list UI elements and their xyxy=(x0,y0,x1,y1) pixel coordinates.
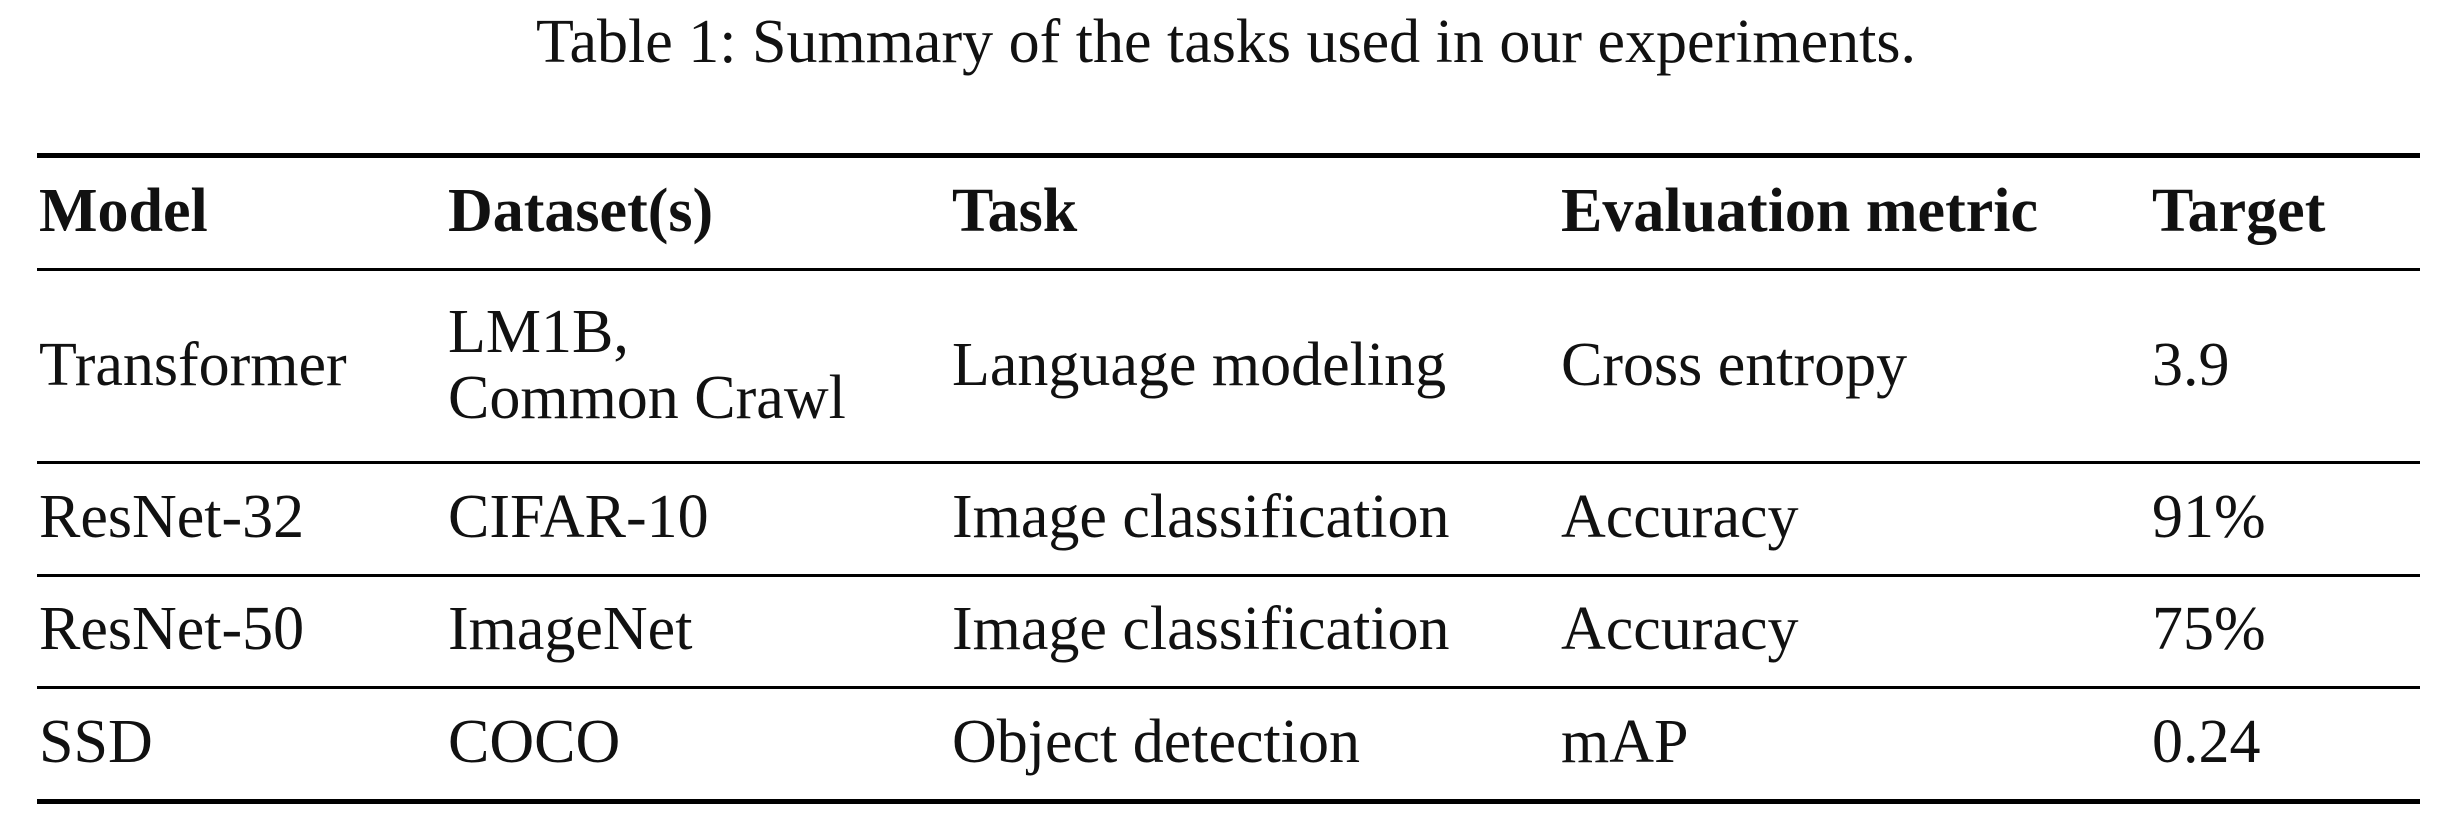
row-rule xyxy=(37,686,2420,689)
cell-model: Transformer xyxy=(39,331,347,399)
header-target: Target xyxy=(2152,177,2326,245)
bottom-rule xyxy=(37,799,2420,804)
header-rule xyxy=(37,268,2420,271)
table-caption: Table 1: Summary of the tasks used in ou… xyxy=(535,8,1917,76)
cell-datasets: COCO xyxy=(448,708,621,776)
header-model: Model xyxy=(39,177,208,245)
header-metric: Evaluation metric xyxy=(1561,177,2038,245)
row-rule xyxy=(37,461,2420,464)
cell-datasets: CIFAR-10 xyxy=(448,483,709,551)
top-rule xyxy=(37,153,2420,158)
cell-model: ResNet-50 xyxy=(39,595,305,663)
cell-metric: mAP xyxy=(1561,708,1689,776)
cell-target: 0.24 xyxy=(2152,708,2261,776)
cell-target: 75% xyxy=(2152,595,2266,663)
row-rule xyxy=(37,574,2420,577)
cell-datasets: ImageNet xyxy=(448,595,693,663)
cell-task: Language modeling xyxy=(952,331,1447,399)
cell-metric: Cross entropy xyxy=(1561,331,1908,399)
cell-task: Image classification xyxy=(952,595,1450,663)
cell-metric: Accuracy xyxy=(1561,483,1799,551)
cell-datasets: LM1B, Common Crawl xyxy=(448,299,846,431)
cell-target: 91% xyxy=(2152,483,2266,551)
dataset-line: Common Crawl xyxy=(448,364,846,432)
cell-target: 3.9 xyxy=(2152,331,2230,399)
dataset-line: LM1B, xyxy=(448,298,629,366)
cell-task: Image classification xyxy=(952,483,1450,551)
cell-model: ResNet-32 xyxy=(39,483,305,551)
header-task: Task xyxy=(952,177,1078,245)
cell-metric: Accuracy xyxy=(1561,595,1799,663)
header-datasets: Dataset(s) xyxy=(448,177,714,245)
cell-task: Object detection xyxy=(952,708,1360,776)
cell-model: SSD xyxy=(39,708,153,776)
